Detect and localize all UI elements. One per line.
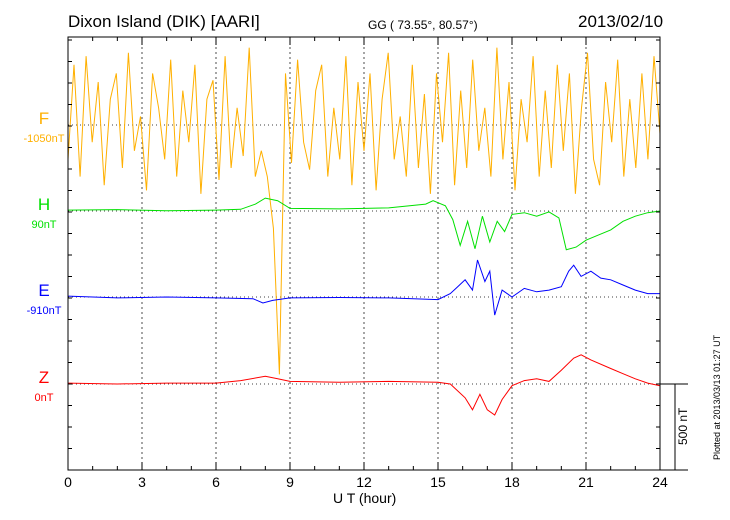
series-F-line xyxy=(67,47,661,375)
series-Z-line xyxy=(67,354,661,416)
baseline-value-F: -1050nT xyxy=(24,133,65,145)
x-tick-label: 0 xyxy=(64,474,72,490)
geographic-coords: GG ( 73.55°, 80.57°) xyxy=(368,18,478,32)
station-title: Dixon Island (DIK) [AARI] xyxy=(68,12,260,31)
channel-label-F: F xyxy=(39,109,49,128)
plot-date: 2013/02/10 xyxy=(578,12,664,31)
series-E-line xyxy=(67,259,660,316)
x-tick-label: 24 xyxy=(652,474,668,490)
x-tick-label: 18 xyxy=(504,474,520,490)
channel-label-H: H xyxy=(38,195,50,214)
x-tick-label: 21 xyxy=(578,474,594,490)
channel-label-E: E xyxy=(38,281,49,300)
x-axis-label: U T (hour) xyxy=(333,490,397,506)
x-tick-label: 3 xyxy=(138,474,146,490)
series-H-line xyxy=(67,197,661,251)
baseline-value-E: -910nT xyxy=(27,305,62,317)
channel-label-Z: Z xyxy=(39,368,49,387)
x-tick-label: 6 xyxy=(212,474,220,490)
baseline-value-H: 90nT xyxy=(31,219,56,231)
x-tick-label: 15 xyxy=(430,474,446,490)
baseline-value-Z: 0nT xyxy=(35,392,54,404)
x-tick-label: 12 xyxy=(356,474,372,490)
x-tick-label: 9 xyxy=(286,474,294,490)
